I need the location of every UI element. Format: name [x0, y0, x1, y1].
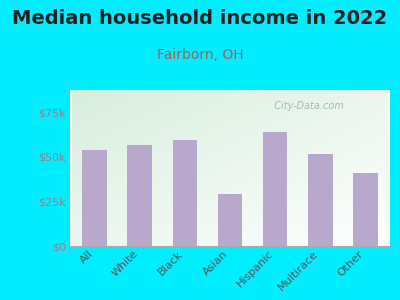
Bar: [82, 150, 107, 246]
Bar: [308, 154, 332, 246]
Text: City-Data.com: City-Data.com: [268, 101, 344, 111]
Bar: [172, 140, 197, 246]
Bar: [128, 145, 152, 246]
Bar: [263, 132, 288, 246]
Bar: [353, 173, 378, 246]
Text: Fairborn, OH: Fairborn, OH: [157, 48, 243, 62]
Text: Median household income in 2022: Median household income in 2022: [12, 9, 388, 28]
Bar: [218, 194, 242, 246]
